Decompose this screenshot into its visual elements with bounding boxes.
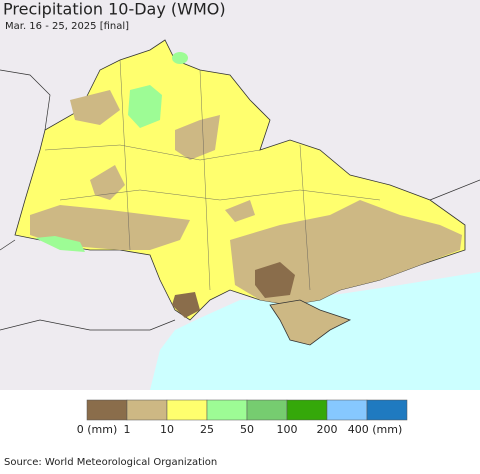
legend-swatch: [286, 399, 328, 421]
legend-label: 0 (mm): [77, 423, 118, 436]
legend-swatch: [126, 399, 168, 421]
legend-label: 25: [200, 423, 214, 436]
legend-swatch: [166, 399, 208, 421]
legend-label: 50: [240, 423, 254, 436]
legend-label: 100: [277, 423, 298, 436]
legend-swatch: [326, 399, 368, 421]
legend-swatch: [206, 399, 248, 421]
internal-borders: [44, 59, 381, 291]
peninsula: [269, 299, 352, 346]
legend-swatch: [366, 399, 408, 421]
legend: 0 (mm) 1 10 25 50 100 200 400 (mm): [77, 399, 408, 436]
legend-swatch: [246, 399, 288, 421]
legend-label: 400 (mm): [348, 423, 403, 436]
subtitle: Mar. 16 - 25, 2025 [final]: [5, 21, 129, 32]
precipitation-patches: [30, 52, 462, 318]
legend-label: 10: [160, 423, 174, 436]
source: Source: World Meteorological Organizatio…: [4, 457, 217, 468]
title: Precipitation 10-Day (WMO): [3, 0, 226, 19]
legend-label: 1: [124, 423, 131, 436]
legend-label: 200: [317, 423, 338, 436]
legend-swatch: [86, 399, 128, 421]
